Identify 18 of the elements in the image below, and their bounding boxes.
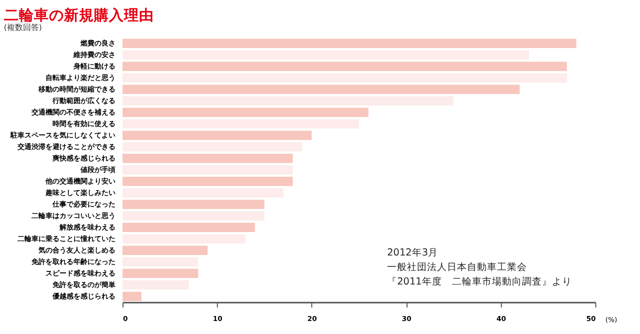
bar (122, 280, 189, 290)
bar (122, 292, 142, 302)
bar (122, 154, 293, 163)
text: (複数回答) (4, 22, 42, 32)
bar (122, 38, 576, 48)
chart-title: 二輪車の新規購入理由 (4, 6, 154, 24)
bar (122, 200, 264, 209)
annotation: 一般社団法人日本自動車工業会 (387, 261, 528, 274)
bar (122, 84, 520, 94)
bar (122, 176, 293, 186)
bar (122, 62, 567, 71)
bar (122, 246, 208, 255)
bar (122, 268, 198, 278)
annotation: 『2011年度 二輪車市場動向調査』より (387, 276, 572, 288)
bar (122, 130, 312, 140)
bar (122, 108, 368, 117)
bar (122, 222, 255, 232)
annotation: 2012年3月 (387, 246, 438, 258)
